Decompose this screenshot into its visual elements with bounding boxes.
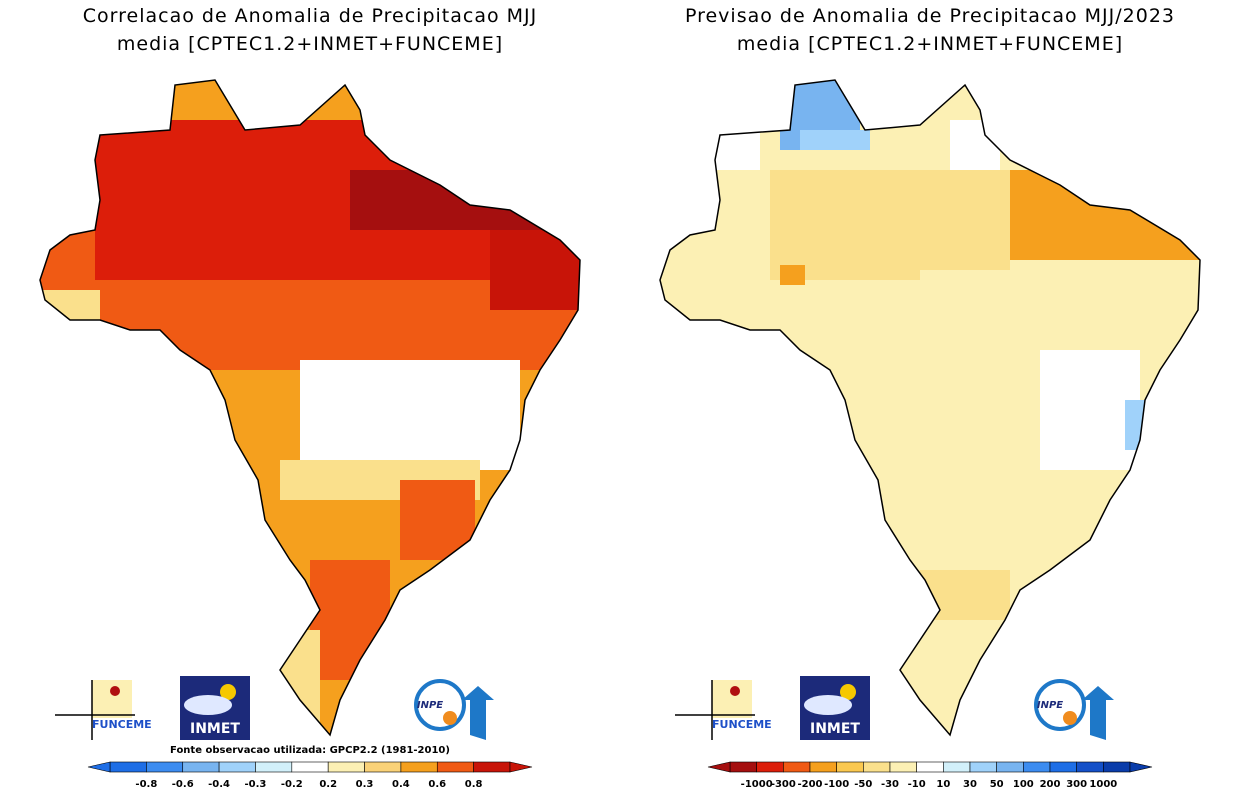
colorbar-segment <box>729 761 757 773</box>
funceme-dot <box>730 686 740 696</box>
colorbar-label: -0.3 <box>245 779 267 790</box>
inpe-label: INPE <box>1037 700 1063 711</box>
colorbar-label: 200 <box>1040 779 1061 790</box>
inpe-label: INPE <box>417 700 443 711</box>
inmet-sun <box>220 684 236 700</box>
colorbar-segment <box>969 761 997 773</box>
colorbar-label: -30 <box>881 779 899 790</box>
colorbar-label: -0.6 <box>172 779 194 790</box>
colorbar-segment <box>1049 761 1077 773</box>
colorbar-segment <box>943 761 971 773</box>
title: Correlacao de Anomalia de Precipitacao M… <box>83 5 537 27</box>
colorbar-segment <box>1103 761 1131 773</box>
colorbar-end <box>87 761 111 773</box>
panel-extras: FUNCEME INMET INPE -1000-300 -200 -100 -50 -30-… <box>675 676 1153 790</box>
title: Previsao de Anomalia de Precipitacao MJJ… <box>685 5 1175 27</box>
colorbar-label: 0.4 <box>392 779 410 790</box>
map-fill <box>40 80 580 735</box>
inpe-ring <box>1034 679 1086 731</box>
colorbar-segment <box>863 761 891 773</box>
inmet-cloud <box>804 695 852 715</box>
colorbar-label: 0.2 <box>319 779 337 790</box>
colorbar-label: -0.2 <box>281 779 303 790</box>
colorbar-segment <box>364 761 402 773</box>
funceme-dot <box>110 686 120 696</box>
colorbar-segment <box>1023 761 1051 773</box>
panel-left: Correlacao de Anomalia de Precipitacao M… <box>39 5 581 736</box>
colorbar-label: -300 <box>771 779 796 790</box>
colorbar-label: -1000 <box>741 779 773 790</box>
colorbar-label: 1000 <box>1089 779 1117 790</box>
colorbar-label: -100 <box>824 779 849 790</box>
colorbar-segment <box>182 761 220 773</box>
colorbar-segment <box>809 761 837 773</box>
colorbar-label: 100 <box>1013 779 1034 790</box>
colorbar-segment <box>996 761 1024 773</box>
inpe-ring <box>414 679 466 731</box>
colorbar-label: -0.8 <box>135 779 157 790</box>
colorbar-label: -0.4 <box>208 779 230 790</box>
colorbar-label: 0.3 <box>356 779 374 790</box>
colorbar-label: -50 <box>854 779 872 790</box>
colorbar-segment <box>889 761 917 773</box>
colorbar-segment <box>783 761 811 773</box>
funceme-square <box>92 680 132 718</box>
subtitle: media [CPTEC1.2+INMET+FUNCEME] <box>737 33 1123 55</box>
colorbar-segment <box>327 761 365 773</box>
funceme-label: FUNCEME <box>712 718 772 731</box>
colorbar-segment <box>400 761 438 773</box>
colorbar-label: 0.6 <box>428 779 446 790</box>
colorbar-segment <box>146 761 184 773</box>
funceme-label: FUNCEME <box>92 718 152 731</box>
inpe-dot <box>443 711 457 725</box>
colorbar-end <box>509 761 533 773</box>
colorbar-segment <box>436 761 474 773</box>
funceme-square <box>712 680 752 718</box>
inpe-dot <box>1063 711 1077 725</box>
inpe-arrow <box>462 686 494 740</box>
subtitle: media [CPTEC1.2+INMET+FUNCEME] <box>117 33 503 55</box>
colorbar-label: -200 <box>797 779 822 790</box>
panel-right: Previsao de Anomalia de Precipitacao MJJ… <box>659 5 1201 736</box>
inmet-cloud <box>184 695 232 715</box>
colorbar-label: 10 <box>936 779 950 790</box>
map-fill <box>660 80 1200 735</box>
colorbar-label: -10 <box>908 779 926 790</box>
inmet-label: INMET <box>190 721 240 737</box>
colorbar-label: 50 <box>990 779 1004 790</box>
colorbar-label: 0.8 <box>465 779 483 790</box>
panel-extras: FUNCEME INMET INPE Fonte observacao utiliza… <box>55 676 533 790</box>
inmet-label: INMET <box>810 721 860 737</box>
colorbar-segment <box>836 761 864 773</box>
colorbar-end <box>707 761 731 773</box>
inmet-sun <box>840 684 856 700</box>
colorbar-segment <box>756 761 784 773</box>
colorbar-end <box>1129 761 1153 773</box>
inpe-arrow <box>1082 686 1114 740</box>
colorbar-segment <box>109 761 147 773</box>
colorbar-segment <box>291 761 329 773</box>
source-note: Fonte observacao utilizada: GPCP2.2 (198… <box>170 745 450 756</box>
colorbar-segment <box>473 761 511 773</box>
colorbar-segment <box>218 761 256 773</box>
colorbar-segment <box>916 761 944 773</box>
colorbar-label: 30 <box>963 779 977 790</box>
colorbar-label: 300 <box>1066 779 1087 790</box>
colorbar-segment <box>1076 761 1104 773</box>
colorbar-segment <box>255 761 293 773</box>
